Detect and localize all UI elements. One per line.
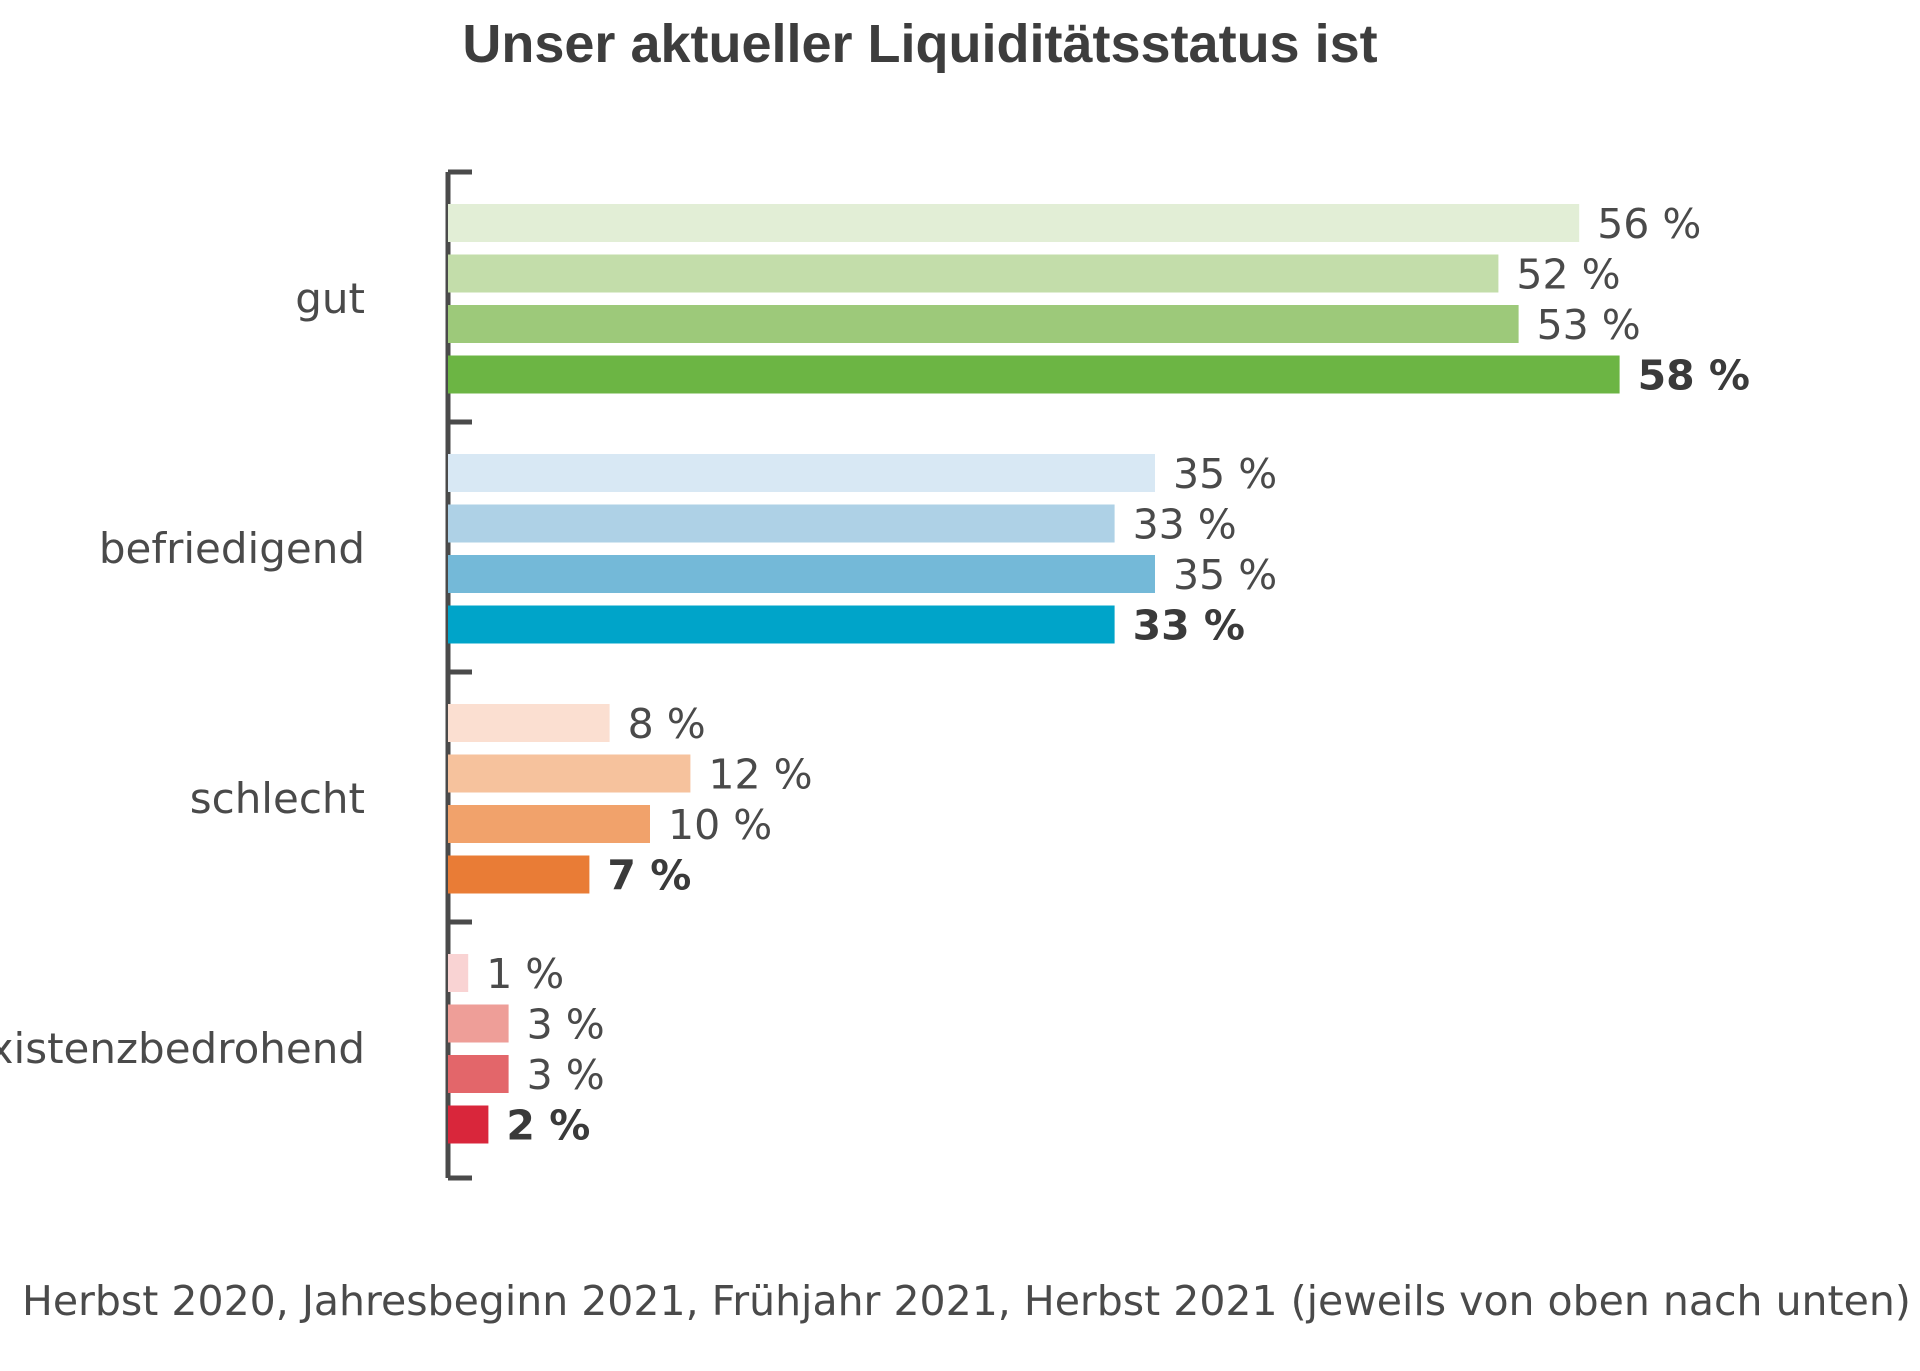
value-label-existenzbedrohend-2: 3 % (527, 1001, 605, 1049)
bar-gut-2 (448, 254, 1499, 293)
bar-layer (448, 204, 1620, 1144)
category-label-schlecht: schlecht (190, 774, 365, 823)
chart-title: Unser aktueller Liquiditätsstatus ist (462, 14, 1377, 74)
bar-existenzbedrohend-4 (448, 1105, 489, 1144)
bar-gut-3 (448, 305, 1519, 343)
value-label-schlecht-2: 12 % (708, 751, 812, 799)
value-label-gut-1: 56 % (1597, 200, 1701, 248)
bar-gut-4 (448, 355, 1620, 394)
category-label-existenzbedrohend: existenzbedrohend (0, 1024, 365, 1073)
category-label-gut: gut (295, 274, 365, 323)
category-labels: gut befriedigend schlecht existenzbedrohend (0, 274, 365, 1073)
value-label-schlecht-1: 8 % (628, 700, 706, 748)
bar-existenzbedrohend-1 (448, 954, 469, 992)
value-label-gut-4: 58 % (1638, 352, 1750, 400)
value-label-befriedigend-4: 33 % (1133, 602, 1245, 650)
value-label-schlecht-4: 7 % (607, 852, 691, 900)
value-label-gut-3: 53 % (1537, 301, 1641, 349)
value-label-schlecht-3: 10 % (668, 801, 772, 849)
bar-schlecht-2 (448, 754, 691, 793)
value-label-existenzbedrohend-4: 2 % (506, 1102, 590, 1150)
value-label-existenzbedrohend-3: 3 % (527, 1051, 605, 1099)
value-label-existenzbedrohend-1: 1 % (486, 950, 564, 998)
value-labels: 56 %52 %53 %58 %35 %33 %35 %33 %8 %12 %1… (486, 200, 1750, 1150)
bar-schlecht-1 (448, 704, 610, 742)
bar-schlecht-4 (448, 855, 590, 894)
bar-befriedigend-3 (448, 555, 1155, 593)
bar-befriedigend-4 (448, 605, 1115, 644)
bar-schlecht-3 (448, 805, 650, 843)
value-label-befriedigend-1: 35 % (1173, 450, 1277, 498)
value-label-befriedigend-2: 33 % (1133, 501, 1237, 549)
category-label-befriedigend: befriedigend (99, 524, 365, 573)
chart-footnote: Herbst 2020, Jahresbeginn 2021, Frühjahr… (22, 1277, 1911, 1325)
value-label-gut-2: 52 % (1516, 251, 1620, 299)
bar-existenzbedrohend-2 (448, 1004, 509, 1043)
bar-befriedigend-1 (448, 454, 1155, 492)
bar-befriedigend-2 (448, 504, 1115, 543)
bar-existenzbedrohend-3 (448, 1055, 509, 1093)
value-label-befriedigend-3: 35 % (1173, 551, 1277, 599)
bar-gut-1 (448, 204, 1580, 242)
